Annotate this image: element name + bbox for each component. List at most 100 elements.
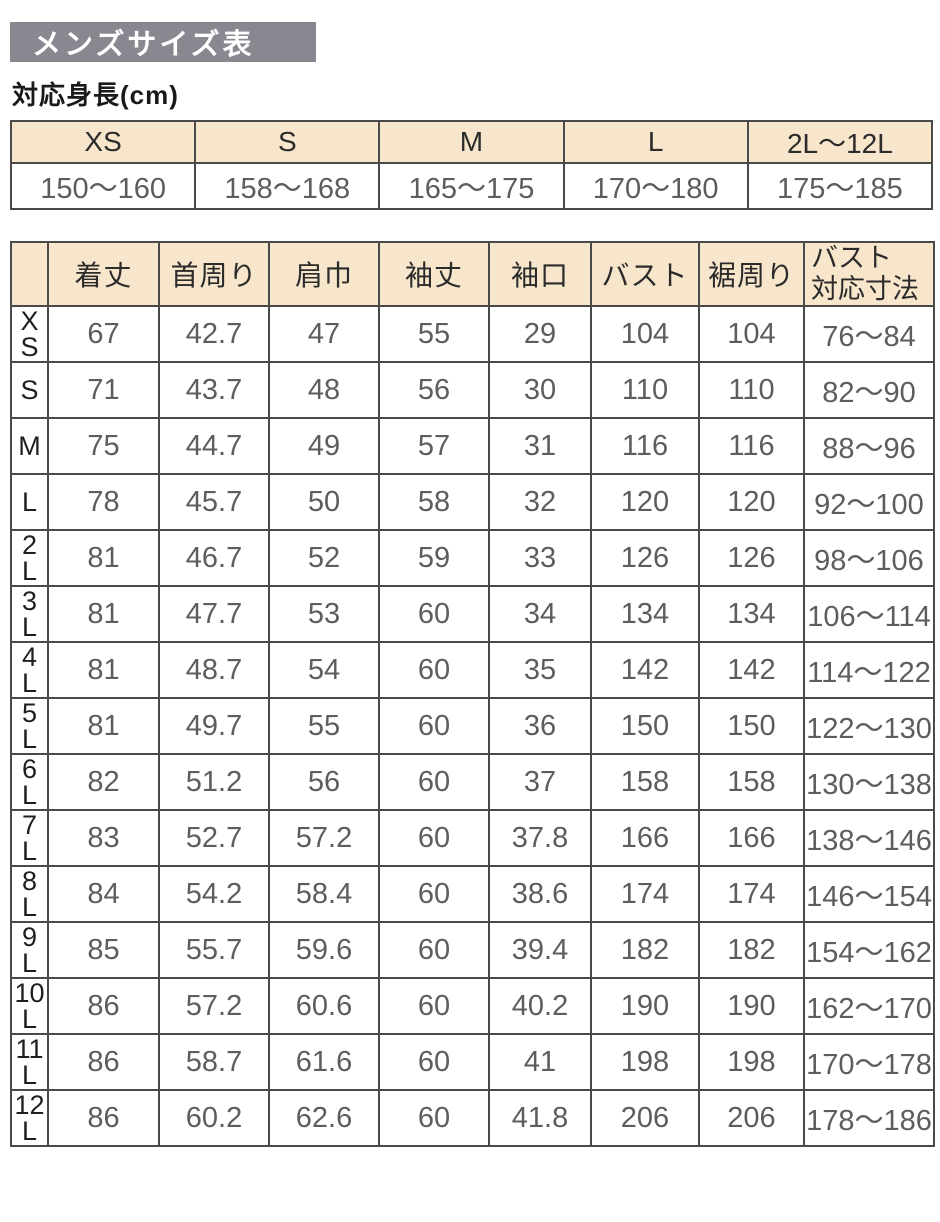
measurement-column-header: バスト 対応寸法 (803, 241, 935, 307)
measurement-cell: 38.6 (488, 865, 592, 923)
measurement-cell: 60 (378, 753, 490, 811)
measurement-cell: 49.7 (158, 697, 270, 755)
measurement-cell: 104 (590, 305, 700, 363)
height-header-cell: L (562, 120, 749, 164)
measurement-cell: 88～96 (803, 417, 935, 475)
height-header-cell: S (194, 120, 381, 164)
measurement-cell: 60 (378, 865, 490, 923)
measurement-cell: 41.8 (488, 1089, 592, 1147)
measurement-cell: 58.7 (158, 1033, 270, 1091)
measurement-cell: 39.4 (488, 921, 592, 979)
measurement-cell: 178～186 (803, 1089, 935, 1147)
measurement-cell: 114～122 (803, 641, 935, 699)
measurement-cell: 104 (698, 305, 805, 363)
measurement-cell: 56 (268, 753, 380, 811)
measurement-cell: 37.8 (488, 809, 592, 867)
measurement-cell: 138～146 (803, 809, 935, 867)
measurement-cell: 60 (378, 641, 490, 699)
measurement-cell: 54.2 (158, 865, 270, 923)
measurement-cell: 61.6 (268, 1033, 380, 1091)
measurement-cell: 47.7 (158, 585, 270, 643)
measurement-cell: 59.6 (268, 921, 380, 979)
measurement-cell: 37 (488, 753, 592, 811)
measurement-cell: 57.2 (158, 977, 270, 1035)
measurement-cell: 154～162 (803, 921, 935, 979)
measurement-cell: 67 (47, 305, 160, 363)
measurement-cell: 98～106 (803, 529, 935, 587)
measurement-cell: 85 (47, 921, 160, 979)
measurement-cell: 126 (590, 529, 700, 587)
measurement-cell: 54 (268, 641, 380, 699)
measurement-cell: 62.6 (268, 1089, 380, 1147)
table-row: 5 L 81 49.7 55 60 36 150 150 122～130 (10, 697, 935, 755)
measurement-cell: 92～100 (803, 473, 935, 531)
measurement-cell: 48 (268, 361, 380, 419)
measurement-cell: 52.7 (158, 809, 270, 867)
measurement-cell: 51.2 (158, 753, 270, 811)
measurement-cell: 170～178 (803, 1033, 935, 1091)
table-row: 9 L 85 55.7 59.6 60 39.4 182 182 154～162 (10, 921, 935, 979)
measurement-column-header: 袖口 (488, 241, 592, 307)
measurement-cell: 83 (47, 809, 160, 867)
measurement-cell: 60 (378, 809, 490, 867)
measurement-cell: 34 (488, 585, 592, 643)
measurement-cell: 55.7 (158, 921, 270, 979)
measurement-cell: 76～84 (803, 305, 935, 363)
table-row: S 71 43.7 48 56 30 110 110 82～90 (10, 361, 935, 419)
measurement-cell: 116 (590, 417, 700, 475)
measurement-cell: 182 (590, 921, 700, 979)
measurement-cell: 55 (268, 697, 380, 755)
measurement-cell: 30 (488, 361, 592, 419)
measurement-cell: 134 (698, 585, 805, 643)
measurement-cell: 52 (268, 529, 380, 587)
table-row: 11 L 86 58.7 61.6 60 41 198 198 170～178 (10, 1033, 935, 1091)
height-value-cell: 158～168 (194, 162, 381, 210)
table-row: 3 L 81 47.7 53 60 34 134 134 106～114 (10, 585, 935, 643)
measurement-cell: 150 (698, 697, 805, 755)
measurement-cell: 120 (698, 473, 805, 531)
size-row-label: 10 L (10, 977, 49, 1035)
measurement-cell: 190 (590, 977, 700, 1035)
measurement-cell: 86 (47, 1089, 160, 1147)
table-row: 2 L 81 46.7 52 59 33 126 126 98～106 (10, 529, 935, 587)
measurement-cell: 55 (378, 305, 490, 363)
table-row: 6 L 82 51.2 56 60 37 158 158 130～138 (10, 753, 935, 811)
size-row-label: 8 L (10, 865, 49, 923)
measurement-cell: 60 (378, 1033, 490, 1091)
measurement-cell: 57.2 (268, 809, 380, 867)
size-row-label: X S (10, 305, 49, 363)
size-row-label: 9 L (10, 921, 49, 979)
measurement-cell: 60 (378, 585, 490, 643)
measurement-column-header: 肩巾 (268, 241, 380, 307)
measurement-cell: 31 (488, 417, 592, 475)
measurement-cell: 81 (47, 641, 160, 699)
table-row: 12 L 86 60.2 62.6 60 41.8 206 206 178～186 (10, 1089, 935, 1147)
measurement-cell: 32 (488, 473, 592, 531)
measurement-cell: 166 (698, 809, 805, 867)
measurement-cell: 60 (378, 977, 490, 1035)
size-row-label: 12 L (10, 1089, 49, 1147)
size-row-label: S (10, 361, 49, 419)
measurement-cell: 134 (590, 585, 700, 643)
measurement-cell: 150 (590, 697, 700, 755)
size-row-label: 7 L (10, 809, 49, 867)
measurement-cell: 44.7 (158, 417, 270, 475)
measurement-cell: 40.2 (488, 977, 592, 1035)
measurement-cell: 46.7 (158, 529, 270, 587)
height-header-cell: 2L～12L (746, 120, 934, 164)
corner-cell (10, 241, 49, 307)
size-row-label: 5 L (10, 697, 49, 755)
measurements-table: 着丈 首周り 肩巾 袖丈 袖口 バスト 裾周り バスト 対応寸法 X S 67 42.7 47 55 2… (10, 241, 935, 1147)
measurement-cell: 29 (488, 305, 592, 363)
height-header-cell: M (378, 120, 565, 164)
measurement-cell: 50 (268, 473, 380, 531)
measurement-cell: 206 (698, 1089, 805, 1147)
height-table-caption: 対応身長(cm) (12, 80, 179, 110)
measurement-cell: 110 (698, 361, 805, 419)
measurement-cell: 60.2 (158, 1089, 270, 1147)
measurement-cell: 110 (590, 361, 700, 419)
measurement-cell: 206 (590, 1089, 700, 1147)
measurement-column-header: 首周り (158, 241, 270, 307)
measurement-cell: 60 (378, 697, 490, 755)
size-row-label: 4 L (10, 641, 49, 699)
